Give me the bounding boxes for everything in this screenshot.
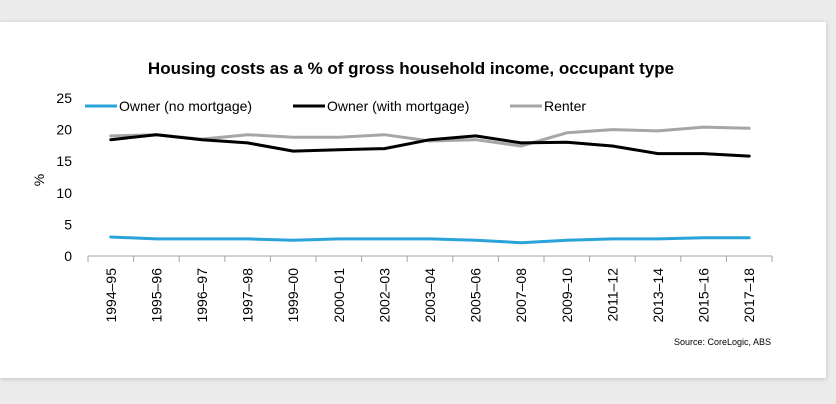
x-tick-label: 2017–18 <box>741 268 757 323</box>
x-tick-label: 1996–97 <box>194 268 210 323</box>
series-layer <box>109 125 751 245</box>
x-tick-label: 2011–12 <box>604 268 620 322</box>
x-tick-label: 1994–95 <box>103 268 119 323</box>
x-tick-label: 2013–14 <box>650 268 666 323</box>
x-tick-label: 2000–01 <box>331 268 347 323</box>
series-line <box>109 125 751 148</box>
legend-label: Owner (with mortgage) <box>327 98 469 114</box>
y-tick-label: 10 <box>56 185 72 201</box>
legend-label: Owner (no mortgage) <box>119 98 252 114</box>
x-tick-label: 2003–04 <box>422 268 438 323</box>
line-chart: Housing costs as a % of gross household … <box>31 59 773 347</box>
y-tick-label: 15 <box>56 153 72 169</box>
x-axis: 1994–95 1995–96 1996–97 1997–98 1999–00 2000–… <box>87 255 773 323</box>
x-tick-label: 2007–08 <box>513 268 529 323</box>
x-tick-label: 1999–00 <box>285 268 301 323</box>
y-axis-label: % <box>31 174 47 186</box>
y-tick-label: 25 <box>56 90 72 106</box>
source-note: Source: CoreLogic, ABS <box>674 337 771 347</box>
y-tick-label: 20 <box>56 122 72 138</box>
y-tick-label: 5 <box>64 216 72 232</box>
x-tick-label: 1995–96 <box>148 268 164 323</box>
legend-label: Renter <box>544 98 586 114</box>
x-tick-label: 2015–16 <box>696 268 712 323</box>
chart-legend: Owner (no mortgage) Owner (with mortgage)… <box>85 98 586 114</box>
x-tick-label: 1997–98 <box>240 268 256 323</box>
chart-title: Housing costs as a % of gross household … <box>148 59 674 78</box>
series-line <box>109 133 751 158</box>
y-axis: 0 5 10 15 20 25 <box>56 90 72 264</box>
y-tick-label: 0 <box>64 248 72 264</box>
x-tick-label: 2005–06 <box>468 268 484 323</box>
x-tick-label: 2002–03 <box>376 268 392 323</box>
x-tick-label: 2009–10 <box>559 268 575 323</box>
chart-card: Housing costs as a % of gross household … <box>0 22 826 378</box>
series-line <box>109 235 751 245</box>
